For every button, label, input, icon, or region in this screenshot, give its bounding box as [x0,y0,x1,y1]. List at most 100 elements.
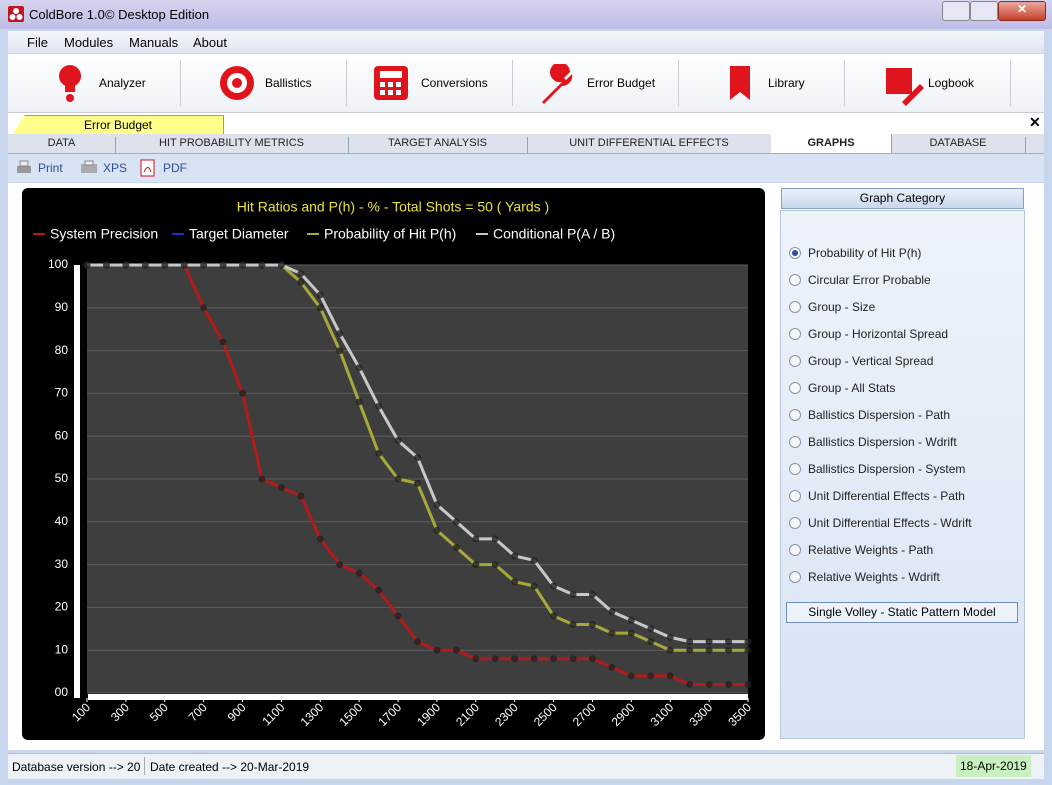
menu-bar: File Modules Manuals About [8,31,1044,53]
data-point [686,646,694,654]
radio-label: Ballistics Dispersion - Wdrift [808,435,957,449]
status-bar: Database version --> 20 Date created -->… [8,753,1044,779]
legend-label: System Precision [50,226,158,242]
radio-option[interactable]: Relative Weights - Wdrift [789,570,940,584]
data-point [219,261,227,269]
tool-button[interactable]: Ballistics [265,76,312,90]
radio-label: Probability of Hit P(h) [808,246,922,260]
document-tab[interactable]: Error Budget [12,115,224,135]
tool-button[interactable]: Analyzer [99,76,146,90]
tab[interactable]: DATABASE [891,137,1026,153]
data-point [394,436,402,444]
legend-label: Conditional P(A / B) [493,226,615,242]
icon [220,66,254,100]
tool-button[interactable]: Conversions [421,76,488,90]
data-point [725,680,733,688]
menu-item[interactable]: Manuals [129,35,179,50]
y-tick-label: 60 [55,428,69,442]
y-tick-label: 100 [48,257,68,271]
radio-option[interactable]: Ballistics Dispersion - Path [789,408,950,422]
icon [542,64,573,104]
data-point [666,672,674,680]
y-tick-label: 70 [55,386,69,400]
icon [140,159,155,177]
data-point [686,638,694,646]
tool-button[interactable]: Library [768,76,805,90]
data-point [336,329,344,337]
tab[interactable]: GRAPHS [771,134,892,153]
radio-option[interactable]: Ballistics Dispersion - Wdrift [789,435,957,449]
data-point [414,479,421,487]
maximize-button[interactable] [970,1,998,21]
legend-label: Probability of Hit P(h) [324,226,456,242]
icon [17,160,31,173]
radio-option[interactable]: Group - Horizontal Spread [789,327,948,341]
radio-option[interactable]: Circular Error Probable [789,273,931,287]
radio-option[interactable]: Group - Vertical Spread [789,354,933,368]
data-point [588,591,596,599]
y-tick-label: 30 [55,557,69,571]
data-point [744,680,752,688]
radio-option[interactable]: Group - Size [789,300,875,314]
tool-button[interactable]: Error Budget [587,76,656,90]
data-point [705,638,713,646]
pdf-button[interactable]: PDF [163,161,187,175]
y-tick-label: 20 [55,600,69,614]
title-bar: ColdBore 1.0© Desktop Edition ✕ [0,0,1052,29]
radio-label: Ballistics Dispersion - System [808,462,966,476]
legend-label: Target Diameter [189,226,289,242]
tool-button[interactable]: Logbook [928,76,975,90]
tab[interactable]: UNIT DIFFERENTIAL EFFECTS [527,137,772,153]
data-point [550,612,558,620]
menu-item[interactable]: File [27,35,48,50]
data-point [511,552,519,560]
close-button[interactable]: ✕ [998,1,1046,21]
radio-label: Unit Differential Effects - Path [808,489,965,503]
data-point [219,338,227,346]
app-icon [8,6,24,22]
radio-label: Unit Differential Effects - Wdrift [808,516,972,530]
status-text: Date created --> 20-Mar-2019 [150,760,310,774]
radio-option[interactable]: Group - All Stats [789,381,895,395]
radio-label: Ballistics Dispersion - Path [808,408,951,422]
tab[interactable]: TARGET ANALYSIS [348,137,528,153]
data-point [627,672,635,680]
graph-category-panel: Probability of Hit P(h) Circular Error Pr… [780,210,1025,739]
menu-item[interactable]: Modules [64,35,114,50]
data-point [414,638,421,646]
radio-option[interactable]: Probability of Hit P(h) [789,246,921,260]
data-point [316,291,324,299]
data-point [569,621,577,629]
window-title: ColdBore 1.0© Desktop Edition [29,7,210,22]
data-point [491,535,499,543]
data-point [316,304,324,312]
status-date: 18-Apr-2019 [956,755,1031,777]
model-button[interactable]: Single Volley - Static Pattern Model [786,602,1018,623]
data-point [550,582,558,590]
tab[interactable]: DATA [8,137,116,153]
radio-label: Group - All Stats [808,381,896,395]
data-point [239,389,247,397]
tab[interactable]: HIT PROBABILITY METRICS [115,137,349,153]
data-point [647,638,655,646]
radio-option[interactable]: Ballistics Dispersion - System [789,462,965,476]
data-point [452,543,460,551]
print-button[interactable]: Print [38,161,63,175]
data-point [414,454,421,462]
minimize-button[interactable] [942,1,970,21]
radio-option[interactable]: Relative Weights - Path [789,543,933,557]
data-point [588,655,596,663]
data-point [297,278,305,286]
data-point [336,347,344,355]
data-point [686,680,694,688]
radio-option[interactable]: Unit Differential Effects - Wdrift [789,516,972,530]
menu-item[interactable]: About [193,35,227,50]
tab-bar: DATA HIT PROBABILITY METRICS TARGET ANALYS… [8,134,1044,154]
radio-option[interactable]: Unit Differential Effects - Path [789,489,965,503]
data-point [83,261,91,269]
data-point [744,646,752,654]
data-point [472,561,480,569]
close-tab[interactable]: ✕ [1029,114,1041,130]
icon [81,160,97,173]
xps-button[interactable]: XPS [103,161,128,175]
